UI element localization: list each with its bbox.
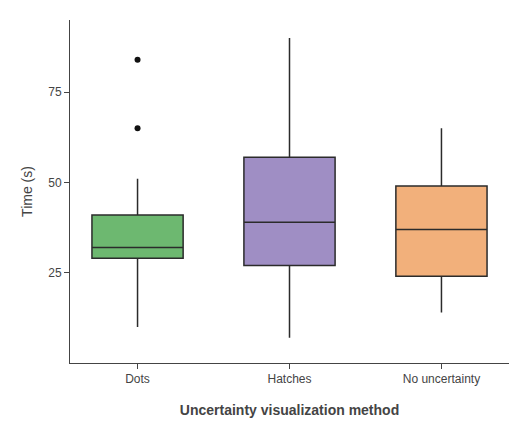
svg-text:75: 75: [48, 85, 62, 99]
svg-text:Hatches: Hatches: [267, 372, 311, 386]
svg-text:Dots: Dots: [125, 372, 150, 386]
svg-text:25: 25: [48, 266, 62, 280]
svg-text:Time (s): Time (s): [19, 166, 35, 217]
svg-text:No uncertainty: No uncertainty: [403, 372, 480, 386]
svg-text:Uncertainty visualization meth: Uncertainty visualization method: [180, 402, 399, 418]
svg-text:50: 50: [48, 176, 62, 190]
